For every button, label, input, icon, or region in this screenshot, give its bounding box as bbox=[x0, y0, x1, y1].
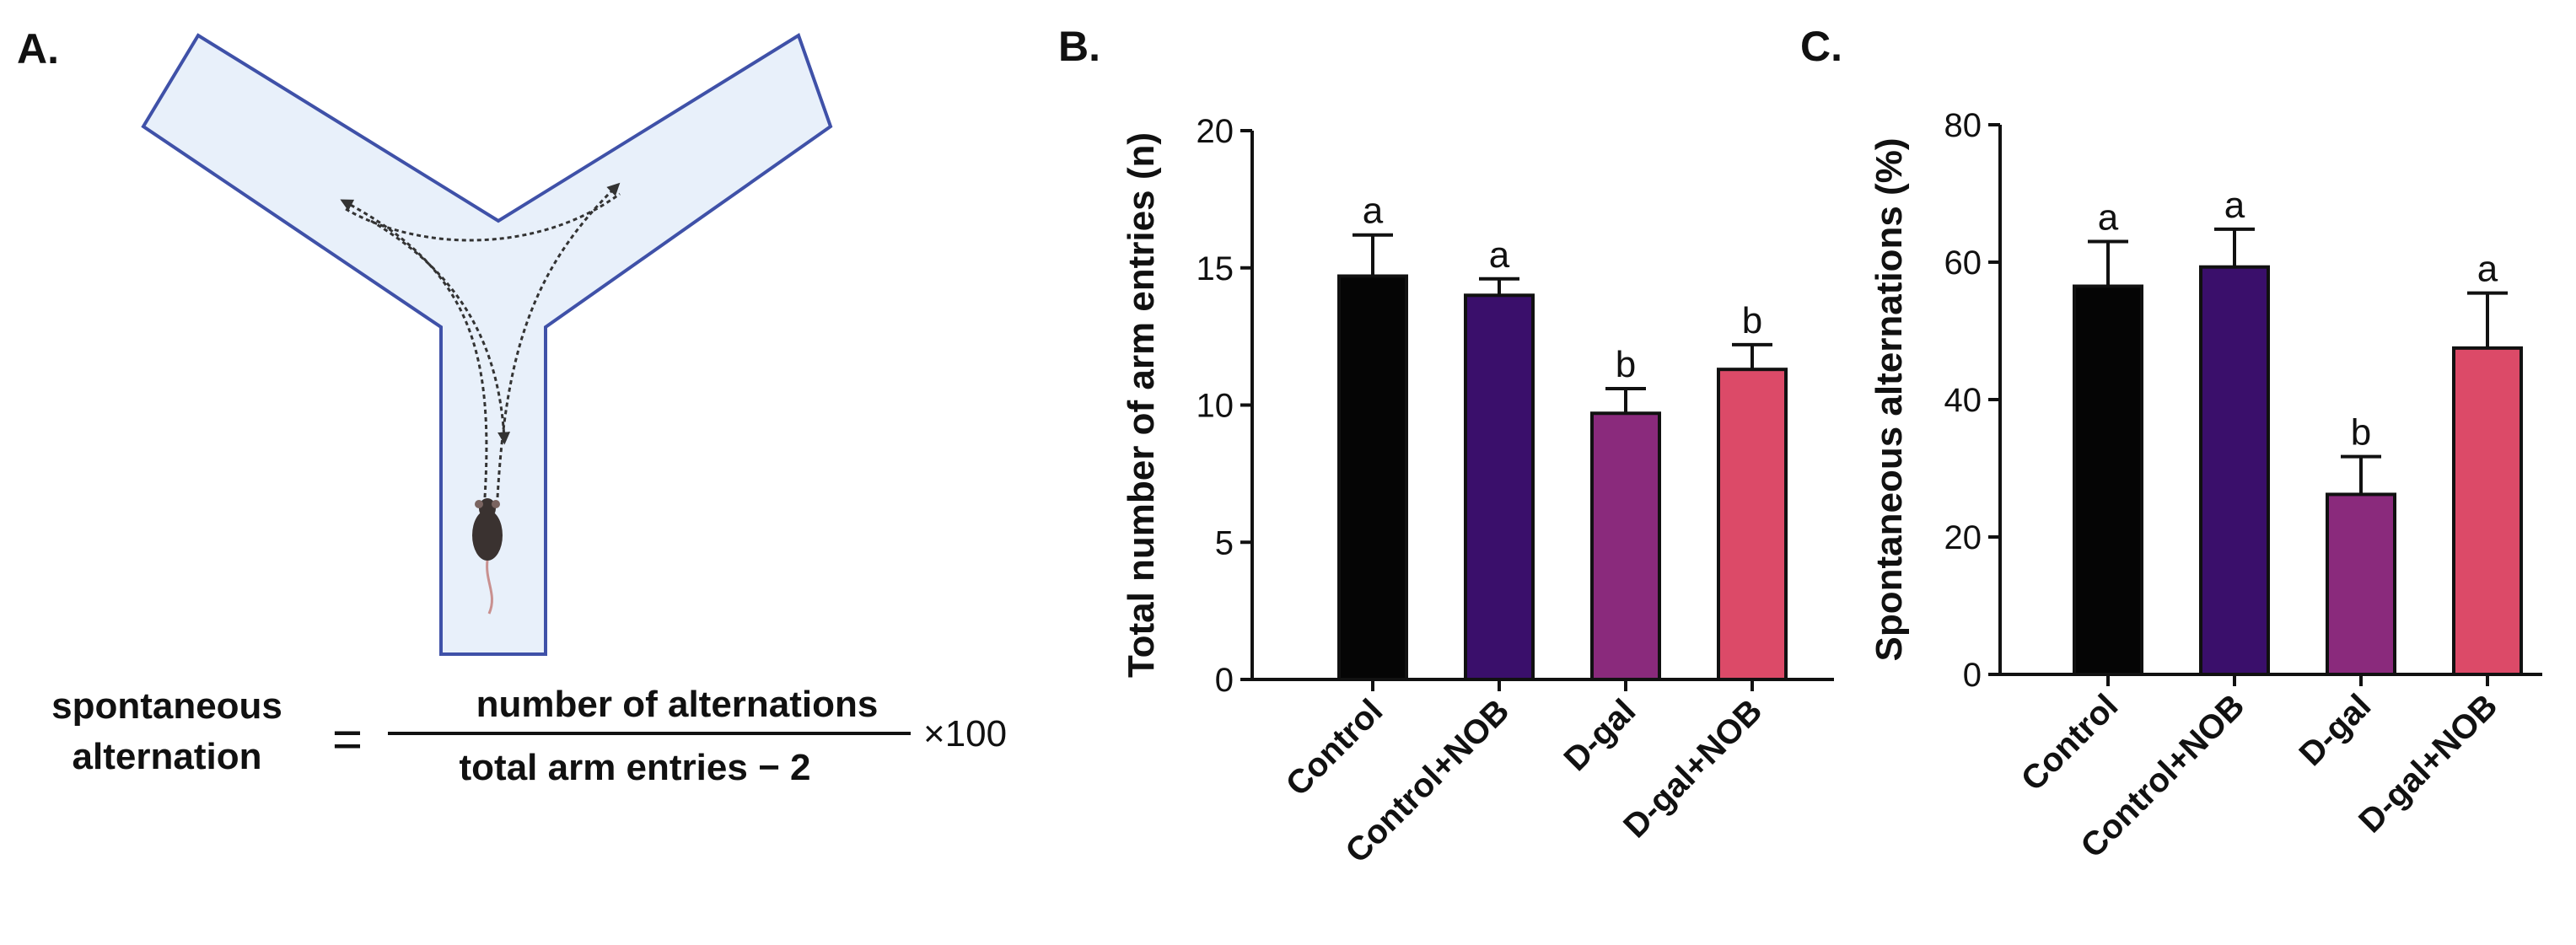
path-to-left-arm bbox=[340, 199, 488, 498]
formula-equals: = bbox=[332, 711, 363, 769]
y-tick-label: 60 bbox=[1944, 244, 1982, 282]
y-tick-label: 0 bbox=[1963, 657, 1982, 694]
bar-d-gal-nob bbox=[1717, 368, 1788, 681]
chart-spontaneous-alternations: 0 20 40 60 80 Spontaneous alternations (%) a Co… bbox=[1869, 107, 2542, 865]
x-category-label: Control bbox=[1279, 692, 1390, 803]
formula-numerator: number of alternations bbox=[476, 684, 879, 725]
path-between-arms bbox=[345, 192, 621, 242]
y-tick-label: 15 bbox=[1197, 250, 1234, 287]
significance-label: a bbox=[2224, 185, 2245, 226]
x-category-label: Control bbox=[2014, 687, 2126, 798]
significance-label: b bbox=[1616, 344, 1636, 385]
significance-label: b bbox=[1742, 300, 1762, 341]
x-category-label: D-gal bbox=[2293, 687, 2379, 773]
y-maze-shape bbox=[141, 32, 833, 656]
y-tick-label: 5 bbox=[1215, 524, 1234, 561]
y-tick-label: 20 bbox=[1944, 519, 1982, 556]
y-axis-title: Total number of arm entries (n) bbox=[1121, 132, 1162, 678]
y-tick-label: 0 bbox=[1215, 662, 1234, 699]
significance-label: b bbox=[2351, 412, 2371, 454]
panel-label-c: C. bbox=[1800, 23, 1842, 70]
bar-control-nob bbox=[1464, 293, 1535, 681]
formula-lhs-line2: alternation bbox=[73, 736, 262, 777]
y-tick-label: 10 bbox=[1197, 388, 1234, 425]
y-maze bbox=[141, 32, 833, 656]
significance-label: a bbox=[2477, 249, 2498, 290]
formula-multiplier: ×100 bbox=[923, 713, 1007, 754]
significance-label: a bbox=[2098, 197, 2119, 239]
bar-d-gal bbox=[2326, 492, 2396, 676]
bar-control bbox=[1337, 274, 1408, 681]
movement-paths bbox=[340, 182, 621, 498]
chart-total-arm-entries: 0 5 10 15 20 Total number of arm entries (n) a… bbox=[1121, 113, 1834, 870]
x-category-label: D-gal bbox=[1557, 692, 1643, 778]
bar-control-nob bbox=[2199, 265, 2270, 676]
bar-d-gal bbox=[1590, 411, 1661, 681]
mouse-icon bbox=[472, 498, 503, 615]
y-tick-label: 80 bbox=[1944, 107, 1982, 144]
formula-denominator: total arm entries − 2 bbox=[460, 747, 811, 788]
panel-label-b: B. bbox=[1058, 23, 1100, 70]
y-axis-title: Spontaneous alternations (%) bbox=[1869, 138, 1910, 662]
significance-label: a bbox=[1489, 234, 1510, 276]
y-tick-label: 40 bbox=[1944, 382, 1982, 419]
significance-label: a bbox=[1363, 191, 1384, 232]
path-return-down bbox=[370, 219, 511, 445]
bar-control bbox=[2073, 284, 2143, 676]
bar-d-gal-nob bbox=[2452, 346, 2523, 676]
formula: spontaneous alternation = number of alte… bbox=[51, 684, 1007, 788]
y-tick-label: 20 bbox=[1197, 113, 1234, 150]
panel-label-a: A. bbox=[17, 25, 59, 72]
formula-lhs-line1: spontaneous bbox=[51, 685, 282, 727]
